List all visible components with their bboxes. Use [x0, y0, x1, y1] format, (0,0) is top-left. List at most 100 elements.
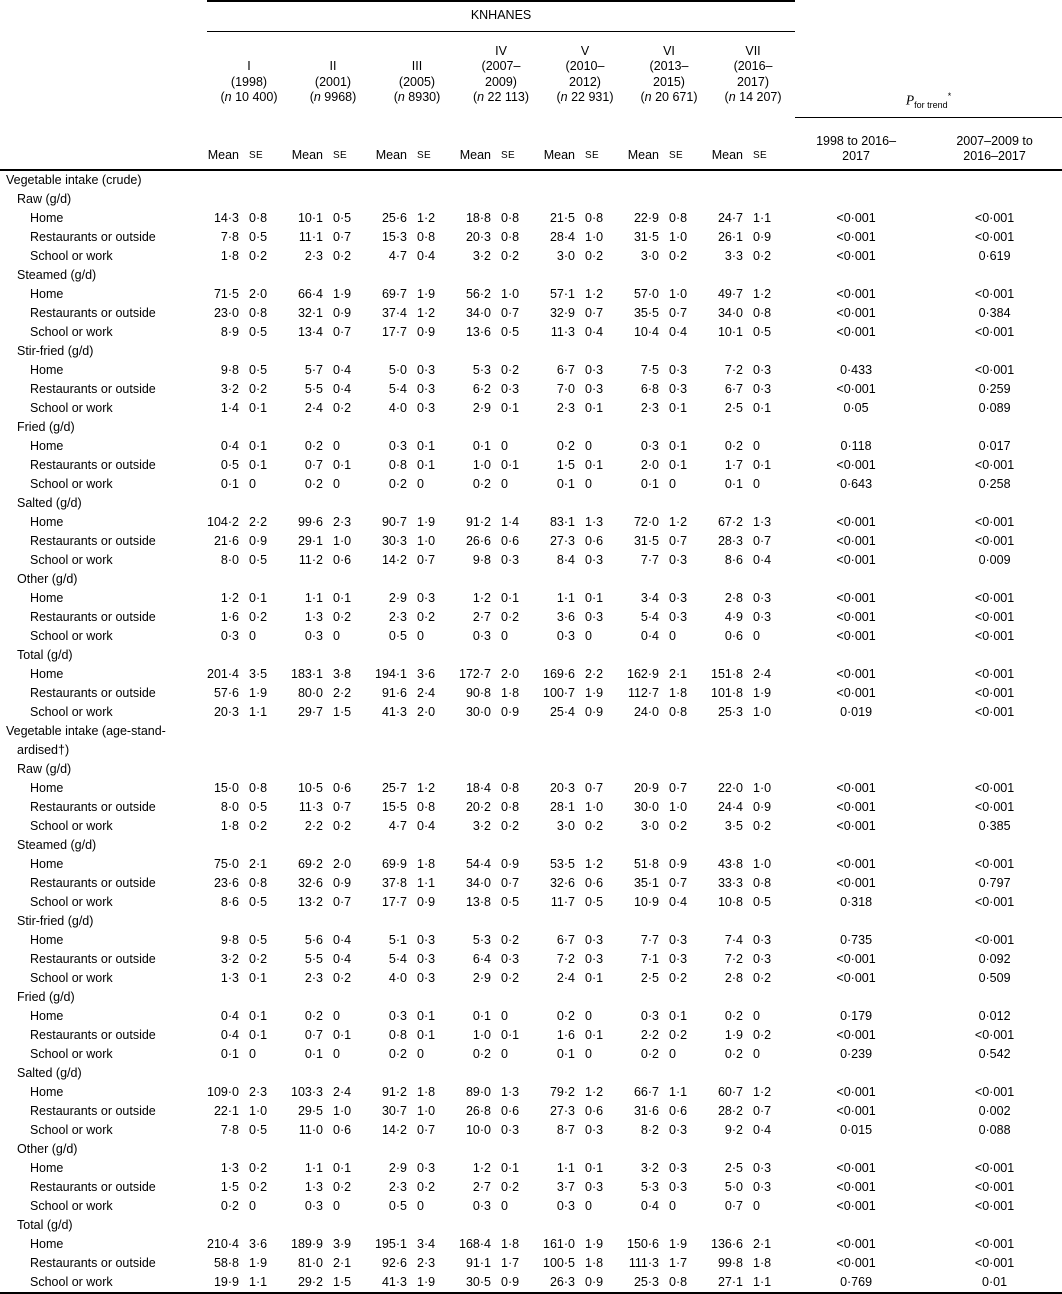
- se-cell: 1·8: [585, 1255, 604, 1270]
- se-cell: 0·3: [669, 1122, 688, 1137]
- se-cell: 0·5: [333, 210, 352, 225]
- mean-cell: 27·3: [549, 533, 575, 548]
- row-label: Restaurants or outside: [30, 875, 156, 890]
- se-cell: 0·3: [753, 1179, 772, 1194]
- mean-cell: 22·9: [633, 210, 659, 225]
- mean-cell: 26·6: [465, 533, 491, 548]
- row-label: Restaurants or outside: [30, 1027, 156, 1042]
- mean-cell: 29·1: [297, 533, 323, 548]
- mean-cell: 0·1: [472, 1008, 491, 1023]
- mean-cell: 58·8: [213, 1255, 239, 1270]
- mean-cell: 0·5: [388, 628, 407, 643]
- se-cell: 0·5: [249, 1122, 268, 1137]
- p-trend-2007-cell: <0·001: [974, 609, 1015, 624]
- se-cell: 1·2: [669, 514, 688, 529]
- p-trend-2007-cell: <0·001: [974, 1198, 1015, 1213]
- p-trend-1998-cell: <0·001: [836, 552, 876, 567]
- se-cell: 0·1: [753, 457, 772, 472]
- se-column-header: SE: [499, 117, 543, 171]
- se-cell: 0·9: [753, 799, 772, 814]
- se-cell: 3·6: [249, 1236, 268, 1251]
- se-cell: 1·1: [753, 210, 772, 225]
- subgroup-title-row: Fried (g/d): [0, 988, 1062, 1007]
- row-label: Restaurants or outside: [30, 951, 156, 966]
- p-trend-2007-cell: <0·001: [974, 1179, 1015, 1194]
- se-cell: 0: [501, 1008, 508, 1023]
- header-spacer: [795, 1, 1062, 31]
- mean-cell: 7·5: [640, 362, 659, 377]
- mean-cell: 17·7: [381, 894, 407, 909]
- se-cell: 0·6: [501, 533, 520, 548]
- mean-cell: 6·7: [556, 362, 575, 377]
- mean-cell: 4·9: [724, 609, 743, 624]
- mean-cell: 4·7: [388, 248, 407, 263]
- subgroup-title-row: Fried (g/d): [0, 418, 1062, 437]
- subgroup-title-row: Total (g/d): [0, 646, 1062, 665]
- mean-cell: 3·6: [556, 609, 575, 624]
- p-trend-1998-cell: <0·001: [836, 305, 876, 320]
- mean-cell: 168·4: [459, 1236, 491, 1251]
- p-trend-1998-cell: <0·001: [836, 514, 876, 529]
- se-cell: 1·5: [333, 1274, 352, 1289]
- mean-cell: 2·9: [388, 590, 407, 605]
- se-cell: 1·2: [585, 856, 604, 871]
- se-cell: 0·9: [585, 1274, 604, 1289]
- se-cell: 2·3: [249, 1084, 268, 1099]
- mean-cell: 100·7: [543, 685, 575, 700]
- mean-cell: 80·0: [297, 685, 323, 700]
- se-cell: 0·3: [501, 951, 520, 966]
- row-label: School or work: [30, 552, 113, 567]
- mean-cell: 1·9: [724, 1027, 743, 1042]
- mean-cell: 0·3: [388, 1008, 407, 1023]
- p-trend-1998-cell: 0·179: [840, 1008, 873, 1023]
- se-cell: 0: [249, 1198, 256, 1213]
- mean-cell: 31·6: [633, 1103, 659, 1118]
- se-cell: 1·8: [417, 856, 436, 871]
- p-trend-2007-cell: <0·001: [974, 799, 1015, 814]
- mean-cell: 0·4: [220, 438, 239, 453]
- se-cell: 0·8: [417, 229, 436, 244]
- mean-cell: 8·6: [724, 552, 743, 567]
- se-cell: 0·3: [669, 552, 688, 567]
- mean-cell: 3·2: [220, 951, 239, 966]
- se-cell: 0·5: [249, 799, 268, 814]
- p-trend-1998-cell: <0·001: [836, 856, 876, 871]
- wave-header-v: V (2010– 2012) (n 22 931): [556, 43, 614, 105]
- p-trend-1998-cell: <0·001: [836, 590, 876, 605]
- se-cell: 0·3: [753, 362, 772, 377]
- subgroup-title-row: Salted (g/d): [0, 1064, 1062, 1083]
- mean-cell: 29·2: [297, 1274, 323, 1289]
- se-cell: 0·3: [585, 932, 604, 947]
- mean-cell: 101·8: [711, 685, 743, 700]
- mean-cell: 100·5: [543, 1255, 575, 1270]
- table-row: Home 0·4 0·1 0·2 0 0·3 0·1 0·1 0 0·2 0 0·3 0·1 0·2 0 0·…: [0, 437, 1062, 456]
- mean-cell: 0·3: [220, 628, 239, 643]
- p-trend-2007-cell: 0·384: [978, 305, 1011, 320]
- mean-cell: 5·4: [388, 951, 407, 966]
- table-row: Home 14·3 0·8 10·1 0·5 25·6 1·2 18·8 0·8 21·5 0·8 2…: [0, 209, 1062, 228]
- se-cell: 0·7: [417, 552, 436, 567]
- mean-cell: 111·3: [628, 1255, 659, 1270]
- se-cell: 1·9: [585, 685, 604, 700]
- mean-cell: 0·2: [556, 1008, 575, 1023]
- se-cell: 1·9: [417, 286, 436, 301]
- se-cell: 0·6: [333, 780, 352, 795]
- mean-cell: 0·7: [724, 1198, 743, 1213]
- mean-cell: 29·7: [297, 704, 323, 719]
- se-cell: 2·1: [333, 1255, 352, 1270]
- mean-cell: 2·3: [304, 970, 323, 985]
- mean-cell: 0·4: [640, 1198, 659, 1213]
- subgroup-title-row: Salted (g/d): [0, 494, 1062, 513]
- se-cell: 1·0: [333, 533, 352, 548]
- mean-cell: 8·7: [556, 1122, 575, 1137]
- se-cell: 0·6: [333, 1122, 352, 1137]
- se-cell: 0·7: [333, 324, 352, 339]
- wave-header-ii: II (2001) (n 9968): [309, 59, 357, 104]
- se-cell: 1·3: [501, 1084, 520, 1099]
- mean-cell: 0·3: [472, 628, 491, 643]
- se-cell: 2·1: [249, 856, 268, 871]
- mean-cell: 3·0: [640, 818, 659, 833]
- se-cell: 0·3: [417, 590, 436, 605]
- se-cell: 0·4: [333, 362, 352, 377]
- se-cell: 0·2: [249, 818, 268, 833]
